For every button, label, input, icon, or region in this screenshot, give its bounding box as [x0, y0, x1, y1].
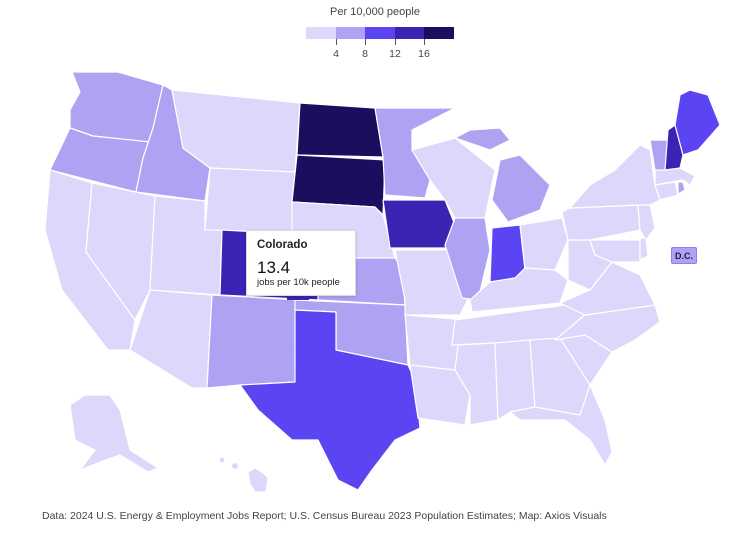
- state-nevada[interactable]: [85, 182, 156, 321]
- tooltip-anchor-marker: [287, 294, 309, 300]
- legend-swatch-5: [424, 27, 454, 39]
- state-florida[interactable]: [509, 384, 613, 466]
- state-wyoming[interactable]: [204, 167, 296, 233]
- state-kentucky[interactable]: [469, 267, 569, 313]
- legend-color-scale: [306, 27, 454, 39]
- legend: Per 10,000 people 4 8 12 16: [0, 0, 750, 70]
- state-hawaii-island[interactable]: [230, 461, 240, 471]
- state-hawaii-island[interactable]: [218, 456, 226, 464]
- state-new-mexico[interactable]: [206, 294, 301, 389]
- state-rhode-island[interactable]: [677, 181, 686, 195]
- legend-swatch-4: [394, 27, 425, 39]
- state-texas[interactable]: [239, 309, 421, 491]
- dc-badge[interactable]: D.C.: [671, 247, 697, 264]
- state-new-hampshire[interactable]: [664, 124, 684, 171]
- legend-tick-label: 4: [333, 48, 339, 60]
- tooltip-state-name: Colorado: [257, 239, 308, 251]
- tooltip-unit: jobs per 10k people: [257, 277, 340, 288]
- legend-tick: [365, 39, 366, 45]
- state-arizona[interactable]: [129, 289, 213, 389]
- state-maine[interactable]: [674, 89, 721, 156]
- state-ohio[interactable]: [519, 217, 569, 271]
- legend-tick-label: 8: [362, 48, 368, 60]
- legend-swatch-2: [335, 27, 366, 39]
- state-pennsylvania[interactable]: [561, 204, 641, 241]
- legend-tick-label: 16: [418, 48, 430, 60]
- state-louisiana[interactable]: [409, 364, 471, 426]
- legend-swatch-1: [306, 27, 336, 39]
- legend-tick-label: 12: [389, 48, 401, 60]
- state-hawaii[interactable]: [247, 467, 269, 493]
- legend-tick: [336, 39, 337, 45]
- legend-tick: [424, 39, 425, 45]
- state-alaska[interactable]: [69, 394, 159, 473]
- state-washington[interactable]: [69, 71, 164, 143]
- state-iowa[interactable]: [382, 199, 456, 249]
- map-tooltip: Colorado 13.4 jobs per 10k people: [246, 230, 356, 296]
- state-maryland[interactable]: [589, 239, 641, 263]
- legend-tick: [395, 39, 396, 45]
- state-delaware[interactable]: [639, 237, 649, 261]
- state-new-jersey[interactable]: [637, 204, 656, 241]
- state-north-dakota[interactable]: [296, 102, 384, 158]
- legend-title: Per 10,000 people: [330, 6, 420, 18]
- state-new-york[interactable]: [569, 144, 661, 209]
- state-michigan-upper[interactable]: [454, 127, 511, 151]
- source-note: Data: 2024 U.S. Energy & Employment Jobs…: [42, 510, 607, 522]
- legend-swatch-3: [365, 27, 395, 39]
- state-michigan[interactable]: [491, 154, 551, 223]
- tooltip-value: 13.4: [257, 258, 291, 277]
